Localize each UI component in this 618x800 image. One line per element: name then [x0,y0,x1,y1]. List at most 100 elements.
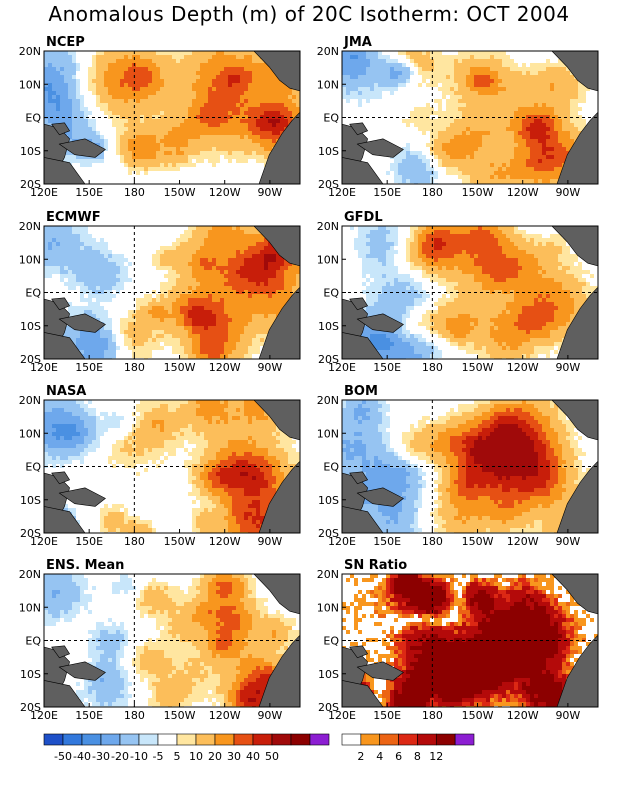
y-tick-label: 20S [318,353,339,366]
x-tick-label: 120W [209,361,241,374]
x-tick-label: 120E [30,361,58,374]
x-tick-label: 150E [373,361,401,374]
x-tick-label: 120W [507,709,539,722]
x-tick-label: 150E [75,709,103,722]
colorbar-swatch [176,733,197,746]
colorbar-swatch [252,733,273,746]
colorbar-swatch [379,733,399,746]
x-tick-label: 150W [462,361,494,374]
y-tick-label: 20S [20,178,41,191]
land-mass [44,680,86,707]
anomaly-field [44,574,300,707]
x-tick-label: 120E [30,186,58,199]
colorbar-tick-label: 6 [395,750,402,763]
colorbar-tick-label: 10 [189,750,203,763]
y-tick-label: EQ [323,287,339,300]
y-tick-label: 10N [317,253,339,266]
y-tick-label: 10S [318,494,339,507]
land-mass [223,226,300,267]
y-tick-label: 20N [317,220,339,233]
x-tick-label: 120W [507,186,539,199]
panel-title: NCEP [46,35,85,50]
anomaly-field [342,400,598,533]
land-mass [342,332,384,359]
colorbar-tick-label: -5 [153,750,164,763]
y-tick-label: 10S [20,494,41,507]
land-mass [356,313,404,333]
land-mass [223,574,300,615]
land-mass [556,460,598,533]
colorbar-swatch [398,733,418,746]
colorbar-tick-label: 5 [174,750,181,763]
x-tick-label: 120E [328,361,356,374]
x-tick-label: 180 [422,186,443,199]
colorbar-swatch [43,733,64,746]
panel-title: ECMWF [46,210,101,225]
land-mass [58,487,106,507]
colorbar-tick-label: 12 [429,750,443,763]
colorbar-tick-label: 20 [208,750,222,763]
y-tick-label: EQ [25,112,41,125]
x-tick-label: 120E [30,535,58,548]
colorbar-swatch [100,733,121,746]
colorbar-tick-label: -50 [54,750,72,763]
x-tick-label: 150W [164,709,196,722]
colorbar-tick-label: 4 [376,750,383,763]
x-tick-label: 150E [373,535,401,548]
x-tick-label: 120W [209,709,241,722]
colorbar-swatch [233,733,254,746]
land-mass [51,297,71,311]
x-tick-label: 180 [422,535,443,548]
y-tick-label: EQ [25,461,41,474]
y-tick-label: 20N [19,568,41,581]
land-mass [44,157,86,184]
y-tick-label: 10N [317,78,339,91]
land-mass [356,487,404,507]
land-mass [58,138,106,158]
colorbar-tick-label: -20 [111,750,129,763]
x-tick-label: 120W [507,361,539,374]
colorbar-swatch [81,733,102,746]
y-tick-label: 10N [19,427,41,440]
x-tick-label: 150E [75,361,103,374]
colorbar-swatch [417,733,437,746]
panel-title: ENS. Mean [46,558,124,573]
colorbar-swatch [271,733,292,746]
x-tick-label: 150E [75,186,103,199]
x-tick-label: 150E [75,535,103,548]
land-mass [51,122,71,136]
land-mass [521,574,598,615]
x-tick-label: 150W [462,186,494,199]
land-mass [349,471,369,485]
x-tick-label: 90W [555,186,580,199]
figure-title: Anomalous Depth (m) of 20C Isotherm: OCT… [48,2,570,26]
x-tick-label: 180 [422,361,443,374]
x-tick-label: 90W [257,186,282,199]
colorbar-anomaly: -50 -40 -30 -20 -10 -5 5 10 20 30 40 50 [43,733,330,763]
land-mass [223,51,300,92]
x-tick-label: 150W [462,535,494,548]
land-mass [51,471,71,485]
panel-title: SN Ratio [344,558,407,573]
y-tick-label: 10N [19,601,41,614]
y-tick-label: EQ [25,635,41,648]
colorbar-swatch [290,733,311,746]
x-tick-label: 90W [257,535,282,548]
y-tick-label: EQ [323,112,339,125]
colorbar-snratio: 2 4 6 8 12 [341,733,475,763]
anomaly-field [44,226,300,359]
land-mass [44,506,86,533]
colorbar-swatch [157,733,178,746]
y-tick-label: 10N [19,253,41,266]
y-tick-label: 20N [317,568,339,581]
x-tick-label: 180 [124,186,145,199]
land-mass [521,226,598,267]
colorbar-tick-label: 50 [265,750,279,763]
land-mass [58,313,106,333]
land-mass [521,51,598,92]
x-tick-label: 120E [328,709,356,722]
land-mass [521,400,598,441]
